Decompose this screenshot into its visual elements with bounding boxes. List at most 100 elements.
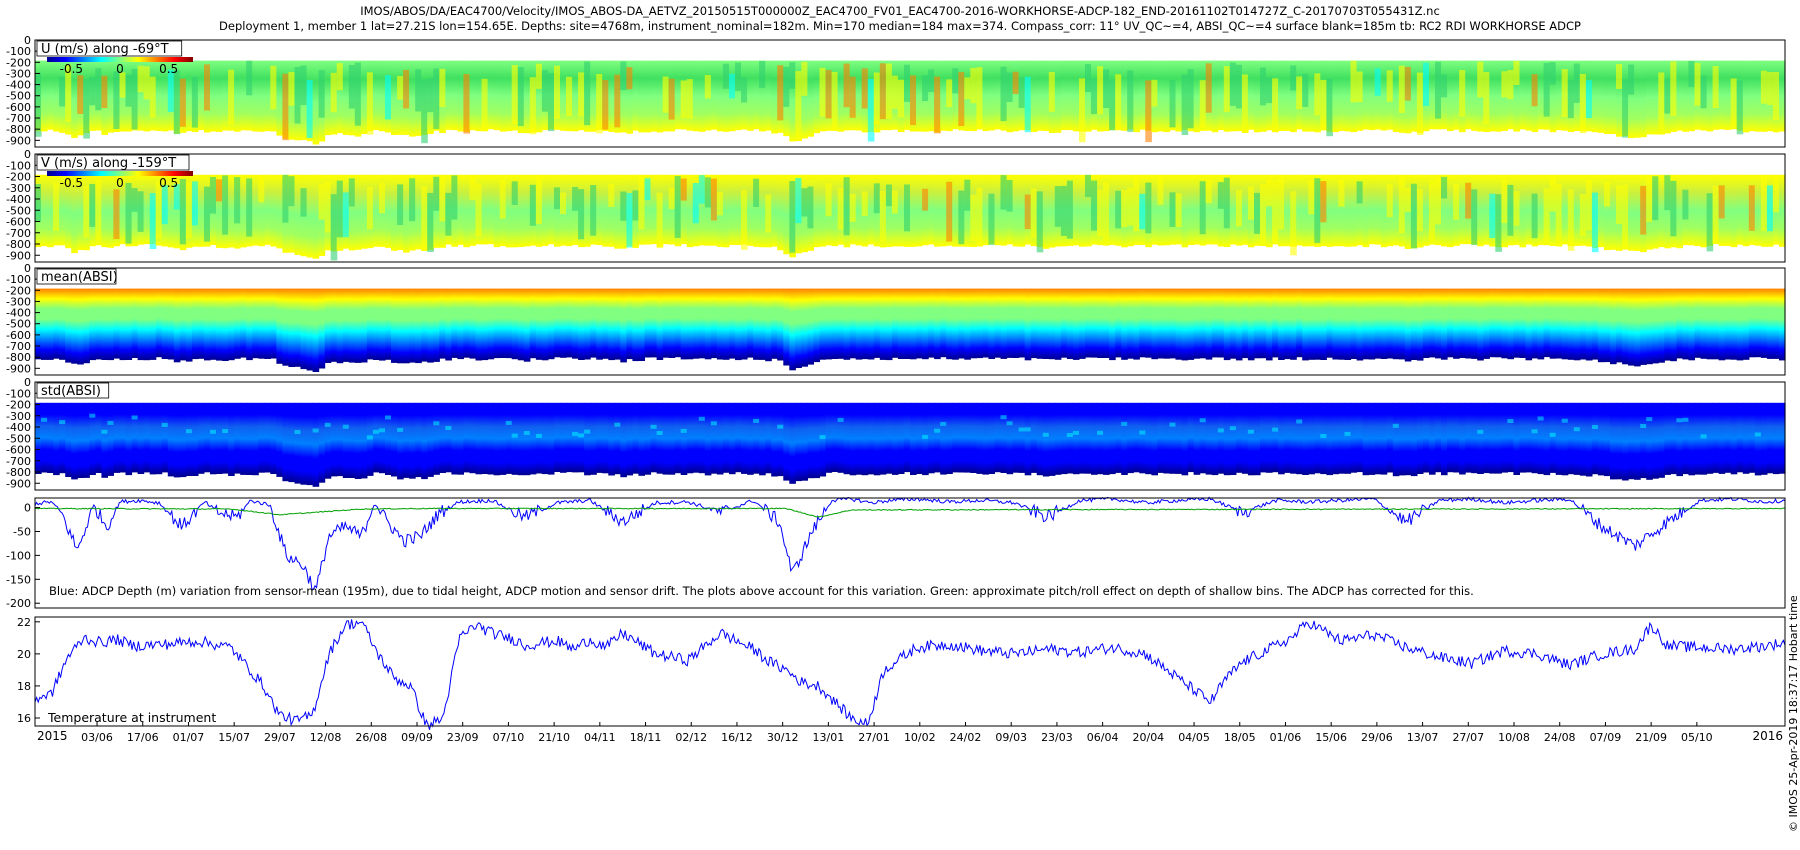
heatmap-cell xyxy=(427,402,434,477)
heatmap-cell xyxy=(644,402,652,475)
heatmap-streak xyxy=(131,188,139,212)
heatmap-cell xyxy=(777,402,784,477)
y-tick-label: -400 xyxy=(6,79,31,92)
heatmap-cell xyxy=(867,288,875,360)
heatmap-cell xyxy=(807,288,814,365)
heatmap-cell xyxy=(59,288,66,360)
heatmap-cell xyxy=(1229,402,1237,475)
heatmap-cell xyxy=(825,402,833,473)
heatmap-cell xyxy=(1066,402,1074,474)
heatmap-cell xyxy=(336,60,344,134)
heatmap-streak xyxy=(861,68,869,109)
heatmap-streak xyxy=(547,73,555,132)
heatmap-cell xyxy=(1344,60,1352,132)
heatmap-streak xyxy=(1085,174,1092,198)
heatmap-streak xyxy=(710,178,718,221)
heatmap-cell xyxy=(1724,60,1732,130)
heatmap-cell xyxy=(385,174,392,248)
heatmap-streak xyxy=(783,66,790,107)
heatmap-cell xyxy=(674,288,682,358)
heatmap-cell xyxy=(1314,402,1321,474)
heatmap-streak xyxy=(946,181,953,242)
heatmap-cell xyxy=(228,402,235,476)
heatmap-cell xyxy=(276,288,283,364)
heatmap-cell xyxy=(222,288,229,361)
heatmap-streak xyxy=(572,187,579,211)
heatmap-cell xyxy=(264,402,271,473)
heatmap-cell xyxy=(1700,174,1708,248)
heatmap-cell xyxy=(855,60,863,131)
heatmap-streak xyxy=(222,175,229,235)
heatmap-cell xyxy=(360,60,368,134)
series-line-green xyxy=(34,507,1786,518)
heatmap-streak xyxy=(807,186,814,229)
heatmap-cell xyxy=(747,174,754,246)
heatmap-cell xyxy=(1501,288,1508,359)
heatmap-cell xyxy=(656,402,664,474)
y-tick-label: -100 xyxy=(6,549,31,562)
heatmap-cell xyxy=(1772,402,1780,475)
heatmap-streak xyxy=(1567,189,1575,251)
x-tick-label: 04/11 xyxy=(584,731,616,744)
heatmap-cell xyxy=(1091,402,1098,475)
heatmap-streak xyxy=(336,180,344,238)
heatmap-streak xyxy=(1024,194,1032,230)
x-tick-label: 10/02 xyxy=(904,731,936,744)
heatmap-streak xyxy=(1658,72,1665,131)
heatmap-cell xyxy=(541,402,549,475)
heatmap-cell xyxy=(403,174,410,253)
heatmap-cell xyxy=(1519,174,1527,248)
heatmap-cell xyxy=(1139,288,1146,358)
heatmap-cell xyxy=(952,288,959,360)
heatmap-streak xyxy=(1386,70,1394,102)
heatmap-cell xyxy=(1712,402,1720,473)
heatmap-cell xyxy=(1199,288,1207,359)
heatmap-cell xyxy=(294,402,302,484)
y-tick-label: 16 xyxy=(17,712,31,725)
heatmap-streak xyxy=(843,63,851,108)
heatmap-cell xyxy=(481,174,489,245)
panel-frame xyxy=(34,497,1786,609)
heatmap-cell xyxy=(1779,60,1786,132)
heatmap-streak xyxy=(1000,66,1008,122)
panel-title: U (m/s) along -69°T xyxy=(41,42,169,57)
y-tick-label: -200 xyxy=(6,597,31,610)
heatmap-cell xyxy=(1356,288,1364,361)
heatmap-cell xyxy=(572,288,579,359)
heatmap-streak xyxy=(354,62,362,126)
depth-annotation: Blue: ADCP Depth (m) variation from sens… xyxy=(49,584,1474,598)
heatmap-cell xyxy=(445,60,452,130)
heatmap-cell xyxy=(264,60,271,132)
heatmap-cell xyxy=(735,288,742,361)
heatmap-streak xyxy=(1205,179,1213,204)
heatmap-cell xyxy=(1471,402,1478,474)
heatmap-streak xyxy=(789,62,796,89)
heatmap-streak xyxy=(541,70,549,112)
heatmap-streak xyxy=(1338,180,1345,207)
heatmap-cell xyxy=(439,402,446,473)
heatmap-cell xyxy=(1000,174,1008,246)
heatmap-cell xyxy=(240,60,247,131)
heatmap-cell xyxy=(246,60,253,131)
heatmap-streak xyxy=(1030,188,1038,238)
colorbar-tick-label: 0.5 xyxy=(159,176,178,190)
heatmap-cell xyxy=(1036,402,1044,476)
heatmap-cell xyxy=(487,402,495,475)
heatmap-streak xyxy=(131,69,139,130)
heatmap-cell xyxy=(722,402,730,473)
heatmap-cell xyxy=(234,288,241,359)
heatmap-streak xyxy=(1495,194,1502,252)
heatmap-cell xyxy=(867,402,875,475)
heatmap-cell xyxy=(397,402,404,480)
heatmap-cell xyxy=(1616,402,1623,480)
heatmap-cell xyxy=(1266,288,1273,361)
heatmap-cell xyxy=(505,288,513,359)
heatmap-cell xyxy=(1392,60,1400,132)
y-tick-label: 0 xyxy=(24,262,31,275)
heatmap-cell xyxy=(578,288,585,360)
heatmap-cell xyxy=(795,402,802,482)
heatmap-streak xyxy=(722,63,730,89)
heatmap-streak xyxy=(125,74,133,107)
heatmap-streak xyxy=(511,181,519,205)
heatmap-streak xyxy=(1308,180,1315,215)
